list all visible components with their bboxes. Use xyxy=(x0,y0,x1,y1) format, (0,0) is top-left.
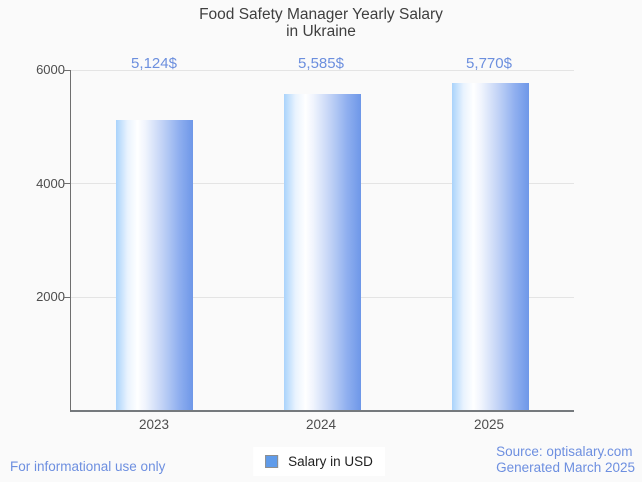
gridline-6000 xyxy=(71,70,574,71)
x-axis-label-2023: 2023 xyxy=(138,417,170,432)
chart-title-line2: in Ukraine xyxy=(286,23,356,40)
bar-value-label-2025: 5,770$ xyxy=(466,55,512,72)
x-axis-label-2025: 2025 xyxy=(473,417,505,432)
bar-2024[interactable] xyxy=(284,94,361,410)
chart-title: Food Safety Manager Yearly Salary in Ukr… xyxy=(0,6,642,40)
y-axis-tick-2000 xyxy=(64,297,70,298)
source-attribution: Source: optisalary.com Generated March 2… xyxy=(496,444,635,475)
x-axis-label-2024: 2024 xyxy=(305,417,337,432)
disclaimer-text: For informational use only xyxy=(10,459,166,474)
plot-area xyxy=(64,70,574,412)
generated-line: Generated March 2025 xyxy=(496,459,635,475)
source-line: Source: optisalary.com xyxy=(496,444,633,459)
legend-marker-icon xyxy=(265,455,279,468)
bar-value-label-2023: 5,124$ xyxy=(131,55,177,72)
y-axis-tick-6000 xyxy=(64,70,70,71)
chart-title-line1: Food Safety Manager Yearly Salary xyxy=(199,6,443,23)
bar-2025[interactable] xyxy=(451,83,529,410)
bar-value-label-2024: 5,585$ xyxy=(298,55,344,72)
y-axis-tick-label-4000: 4000 xyxy=(36,176,65,191)
bar-2023[interactable] xyxy=(116,120,194,410)
legend: Salary in USD xyxy=(253,447,385,476)
y-axis-tick-label-2000: 2000 xyxy=(36,289,65,304)
legend-label: Salary in USD xyxy=(288,454,373,469)
y-axis-tick-4000 xyxy=(64,183,70,184)
y-axis-tick-label-6000: 6000 xyxy=(36,62,65,77)
